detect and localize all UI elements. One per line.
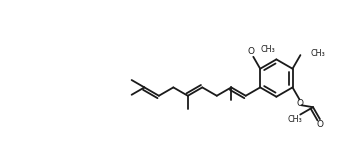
Text: O: O — [317, 120, 323, 129]
Text: O: O — [297, 99, 304, 108]
Text: O: O — [248, 47, 255, 56]
Text: CH₃: CH₃ — [287, 115, 302, 124]
Text: CH₃: CH₃ — [260, 45, 275, 54]
Text: CH₃: CH₃ — [310, 49, 325, 58]
